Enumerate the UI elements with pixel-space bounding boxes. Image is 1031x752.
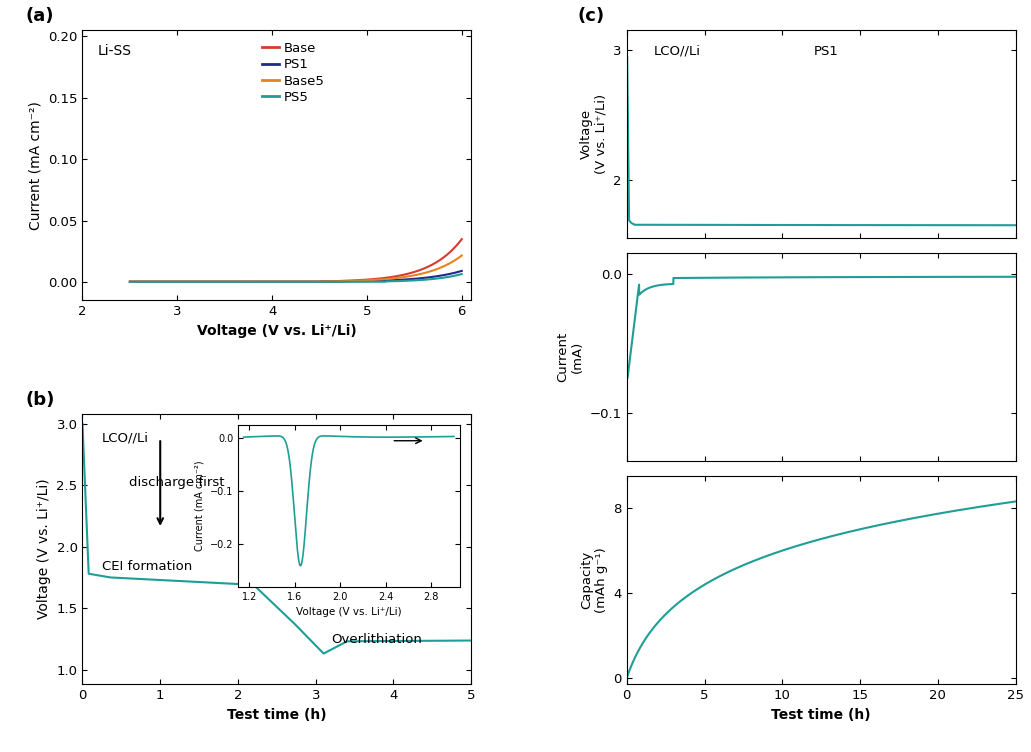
Y-axis label: Capacity
(mAh g⁻¹): Capacity (mAh g⁻¹) bbox=[580, 547, 608, 613]
Text: (a): (a) bbox=[26, 7, 55, 25]
Text: (b): (b) bbox=[26, 391, 55, 409]
Text: discharge first: discharge first bbox=[129, 476, 225, 489]
Text: PS1: PS1 bbox=[813, 44, 838, 58]
Text: LCO//Li: LCO//Li bbox=[654, 44, 701, 58]
Y-axis label: Current
(mA): Current (mA) bbox=[556, 332, 585, 382]
X-axis label: Test time (h): Test time (h) bbox=[771, 708, 871, 722]
Text: Li-SS: Li-SS bbox=[98, 44, 132, 58]
Text: LCO//Li: LCO//Li bbox=[102, 432, 148, 444]
Text: CEI formation: CEI formation bbox=[102, 560, 192, 573]
Text: (c): (c) bbox=[577, 7, 604, 25]
X-axis label: Test time (h): Test time (h) bbox=[227, 708, 327, 722]
Y-axis label: Voltage (V vs. Li⁺/Li): Voltage (V vs. Li⁺/Li) bbox=[37, 479, 51, 620]
Legend: Base, PS1, Base5, PS5: Base, PS1, Base5, PS5 bbox=[257, 37, 330, 109]
Text: Overlithiation: Overlithiation bbox=[331, 633, 422, 646]
Y-axis label: Current (mA cm⁻²): Current (mA cm⁻²) bbox=[29, 101, 42, 229]
X-axis label: Voltage (V vs. Li⁺/Li): Voltage (V vs. Li⁺/Li) bbox=[197, 324, 357, 338]
Y-axis label: Voltage
(V vs. Li⁺/Li): Voltage (V vs. Li⁺/Li) bbox=[579, 94, 608, 174]
